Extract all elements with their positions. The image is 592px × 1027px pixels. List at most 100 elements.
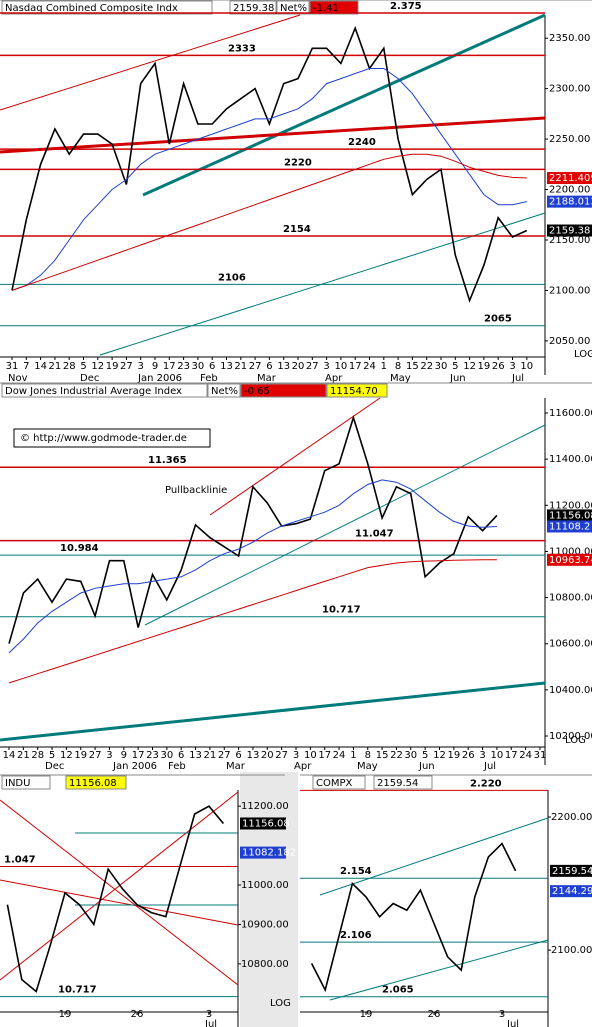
- x-tick-label: 26: [428, 1009, 441, 1020]
- header-change-label: Net%: [211, 386, 238, 397]
- x-tick-label: 20: [292, 361, 305, 372]
- month-label: Jun: [449, 373, 466, 384]
- x-tick-label: 27: [249, 361, 262, 372]
- x-tick-label: 10: [335, 361, 348, 372]
- x-tick-label: 15: [406, 361, 419, 372]
- trend-line: [0, 681, 546, 742]
- price-marker: [240, 817, 286, 830]
- header-box: [309, 0, 359, 15]
- level-label: 2.220: [470, 778, 502, 789]
- x-tick-label: 31: [534, 750, 547, 761]
- y-tick-label: 2100.00: [551, 945, 592, 956]
- x-tick-label: 21: [234, 361, 247, 372]
- x-tick-label: 9: [121, 750, 127, 761]
- header-title: COMPX: [316, 778, 353, 789]
- x-tick-label: 10: [304, 750, 317, 761]
- price-line: [11, 25, 528, 303]
- month-label: Dec: [80, 373, 99, 384]
- x-tick-label: 17: [318, 750, 331, 761]
- month-label: Jul: [483, 761, 496, 772]
- x-tick-label: 6: [209, 361, 215, 372]
- x-tick-label: 12: [60, 750, 73, 761]
- x-tick-label: 5: [452, 361, 458, 372]
- level-label: 2220: [284, 157, 312, 168]
- price-marker-label: 11108.2: [549, 521, 590, 532]
- x-tick-label: 26: [131, 1009, 144, 1020]
- x-tick-label: 22: [390, 750, 403, 761]
- header-last: 11154.70: [330, 386, 378, 397]
- x-tick-label: 17: [163, 361, 176, 372]
- scale-label: LOG: [270, 998, 291, 1009]
- header-box: [240, 383, 327, 398]
- price-marker-label: 2188.013: [549, 197, 592, 208]
- x-tick-label: 3: [138, 361, 144, 372]
- scale-label: LOG: [565, 735, 586, 746]
- y-tick-label: 11200.00: [241, 801, 289, 812]
- price-marker-label: 2211.409: [549, 173, 592, 184]
- x-tick-label: 3: [323, 361, 329, 372]
- price-marker: [550, 864, 592, 877]
- month-label: May: [357, 761, 378, 772]
- x-tick-label: 27: [89, 750, 102, 761]
- month-label: Dec: [45, 761, 64, 772]
- x-tick-label: 8: [365, 750, 371, 761]
- header-box: [312, 775, 366, 790]
- trend-line: [0, 879, 239, 926]
- note: Pullbacklinie: [165, 485, 227, 496]
- x-tick-label: 30: [435, 361, 448, 372]
- y-tick-label: 10600.00: [549, 639, 592, 650]
- month-label: Feb: [200, 373, 218, 384]
- x-tick-label: 6: [178, 750, 184, 761]
- level-label: 2154: [283, 224, 311, 235]
- y-tick-label: 2050.00: [549, 336, 590, 347]
- y-tick-label: 11600.00: [549, 408, 592, 419]
- x-tick-label: 3: [293, 750, 299, 761]
- x-tick-label: 13: [220, 361, 233, 372]
- x-tick-label: 23: [146, 750, 159, 761]
- note: © http://www.godmode-trader.de: [20, 433, 187, 444]
- level-label: 1.047: [4, 854, 36, 865]
- x-tick-label: 21: [49, 361, 62, 372]
- price-marker-label: 10963.74: [549, 555, 592, 566]
- trend-line: [319, 817, 549, 896]
- header-title: Nasdaq Combined Composite Indx: [5, 3, 178, 14]
- price-line: [6, 805, 225, 993]
- trend-line: [0, 791, 239, 981]
- x-tick-label: 20: [261, 750, 274, 761]
- x-tick-label: 30: [404, 750, 417, 761]
- x-tick-label: 27: [120, 361, 133, 372]
- x-tick-label: 27: [306, 361, 319, 372]
- x-tick-label: 28: [63, 361, 76, 372]
- x-tick-label: 6: [266, 361, 272, 372]
- x-tick-label: 1: [381, 361, 387, 372]
- trend-line: [0, 116, 546, 154]
- month-label: Jan 2006: [112, 761, 157, 772]
- y-tick-label: 10800.00: [549, 593, 592, 604]
- month-label: Apr: [294, 761, 312, 772]
- x-tick-label: 6: [235, 750, 241, 761]
- month-label: Feb: [168, 761, 186, 772]
- header-box: [1, 775, 51, 790]
- header-title: Dow Jones Industrial Average Index: [5, 386, 182, 397]
- y-tick-label: 11000.00: [549, 546, 592, 557]
- header-change-label: Net%: [280, 3, 307, 14]
- header-box: [229, 0, 277, 15]
- level-label: 11.365: [148, 455, 187, 466]
- x-tick-label: 19: [59, 1009, 72, 1020]
- price-marker-label: 2144.290: [552, 886, 592, 897]
- price-line: [8, 559, 497, 684]
- header-change: -0.65: [244, 386, 270, 397]
- header-box: [1, 0, 213, 15]
- level-label: 2.375: [390, 1, 422, 12]
- x-tick-label: 13: [247, 750, 260, 761]
- y-tick-label: 11000.00: [241, 880, 289, 891]
- x-tick-label: 15: [376, 750, 389, 761]
- x-tick-label: 17: [505, 750, 518, 761]
- header-box: [65, 775, 127, 790]
- x-tick-label: 27: [275, 750, 288, 761]
- x-tick-label: 1: [350, 750, 356, 761]
- x-tick-label: 13: [189, 750, 202, 761]
- level-label: 10.717: [322, 605, 361, 616]
- price-marker: [240, 846, 286, 859]
- level-label: 2065: [484, 314, 512, 325]
